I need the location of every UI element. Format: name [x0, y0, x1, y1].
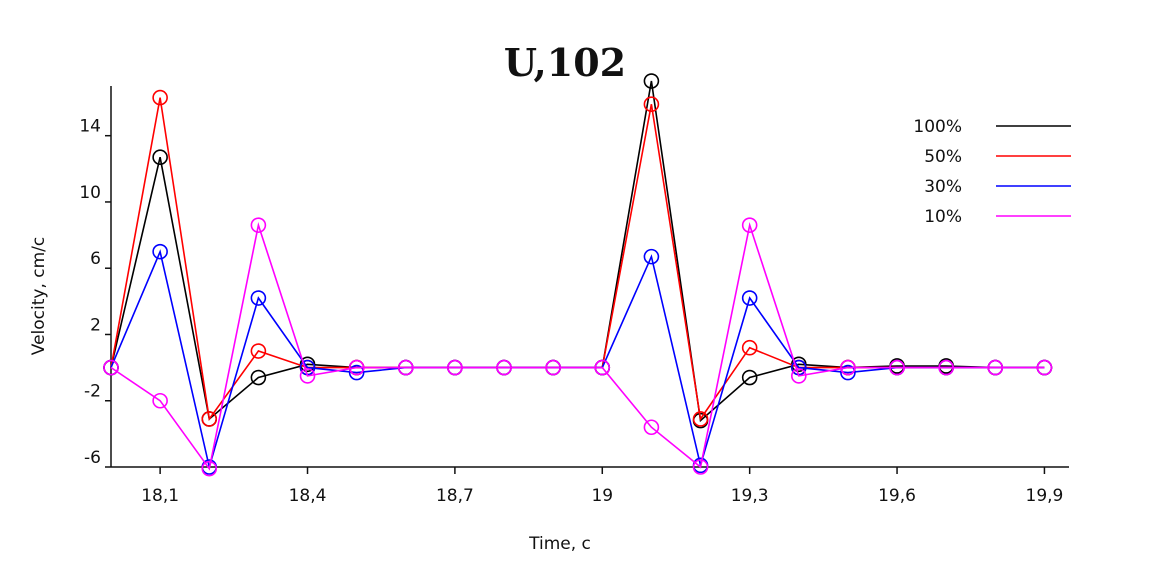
axes: 18,1 18,4 18,7 19 19,3 19,6 19,9 -6 -2 2 6 10 14: [79, 86, 1069, 506]
x-tick-label: 19,9: [1026, 486, 1064, 506]
data-point: [840, 359, 856, 376]
data-point: [889, 359, 905, 376]
data-point: [103, 359, 119, 376]
data-point: [987, 359, 1004, 376]
legend-label: 10%: [924, 207, 962, 227]
data-point: [397, 359, 414, 376]
y-tick-label: 10: [79, 183, 101, 203]
data-point: [643, 419, 660, 436]
data-point: [348, 364, 365, 381]
data-point: [201, 460, 218, 477]
data-point: [250, 290, 267, 306]
data-point: [152, 149, 168, 166]
y-tick-label: 2: [90, 315, 101, 335]
legend-label: 100%: [913, 117, 962, 137]
data-point: [692, 459, 709, 475]
series-line: [110, 249, 1045, 471]
data-point: [545, 359, 561, 376]
data-point: [496, 359, 512, 376]
x-axis-title: Time, c: [528, 534, 591, 554]
data-point: [1036, 359, 1053, 376]
legend-label: 50%: [924, 147, 962, 167]
data-point: [741, 217, 758, 233]
data-point: [840, 364, 856, 381]
y-tick-label: -2: [84, 382, 101, 402]
legend-label: 30%: [924, 177, 962, 197]
x-tick-label: 19: [591, 486, 613, 506]
data-point: [250, 343, 267, 359]
data-point: [594, 359, 611, 376]
data-point: [741, 369, 758, 386]
series-10pct: [103, 217, 1053, 477]
y-tick-label: 6: [90, 249, 101, 269]
data-point: [643, 73, 660, 89]
x-tick-label: 18,7: [436, 486, 474, 506]
y-tick-label: 14: [79, 117, 101, 137]
data-point: [152, 89, 168, 106]
data-point: [790, 368, 807, 384]
data-point: [152, 392, 168, 409]
data-point: [938, 359, 954, 376]
data-point: [348, 359, 365, 376]
data-point: [250, 217, 267, 233]
series-30pct: [103, 243, 1053, 475]
data-point: [692, 411, 709, 427]
data-point: [643, 248, 660, 265]
x-tick-label: 18,1: [141, 486, 179, 506]
data-point: [250, 369, 267, 386]
y-tick-label: -6: [84, 448, 101, 468]
x-tick-label: 18,4: [289, 486, 327, 506]
chart-title: U,102: [504, 40, 626, 85]
legend: 100% 50% 30% 10%: [913, 117, 1071, 227]
data-point: [201, 411, 218, 427]
data-point: [447, 359, 463, 376]
data-point: [299, 368, 316, 384]
data-point: [741, 290, 758, 306]
y-axis-title: Velocity, cm/c: [29, 237, 49, 355]
data-point: [152, 243, 168, 260]
series-layer: [103, 73, 1053, 477]
series-line: [110, 221, 1045, 471]
data-point: [741, 339, 758, 356]
series-50pct: [103, 89, 1053, 427]
series-100pct: [103, 73, 1053, 429]
x-tick-label: 19,6: [878, 486, 916, 506]
data-point: [643, 96, 660, 113]
x-tick-label: 19,3: [731, 486, 769, 506]
